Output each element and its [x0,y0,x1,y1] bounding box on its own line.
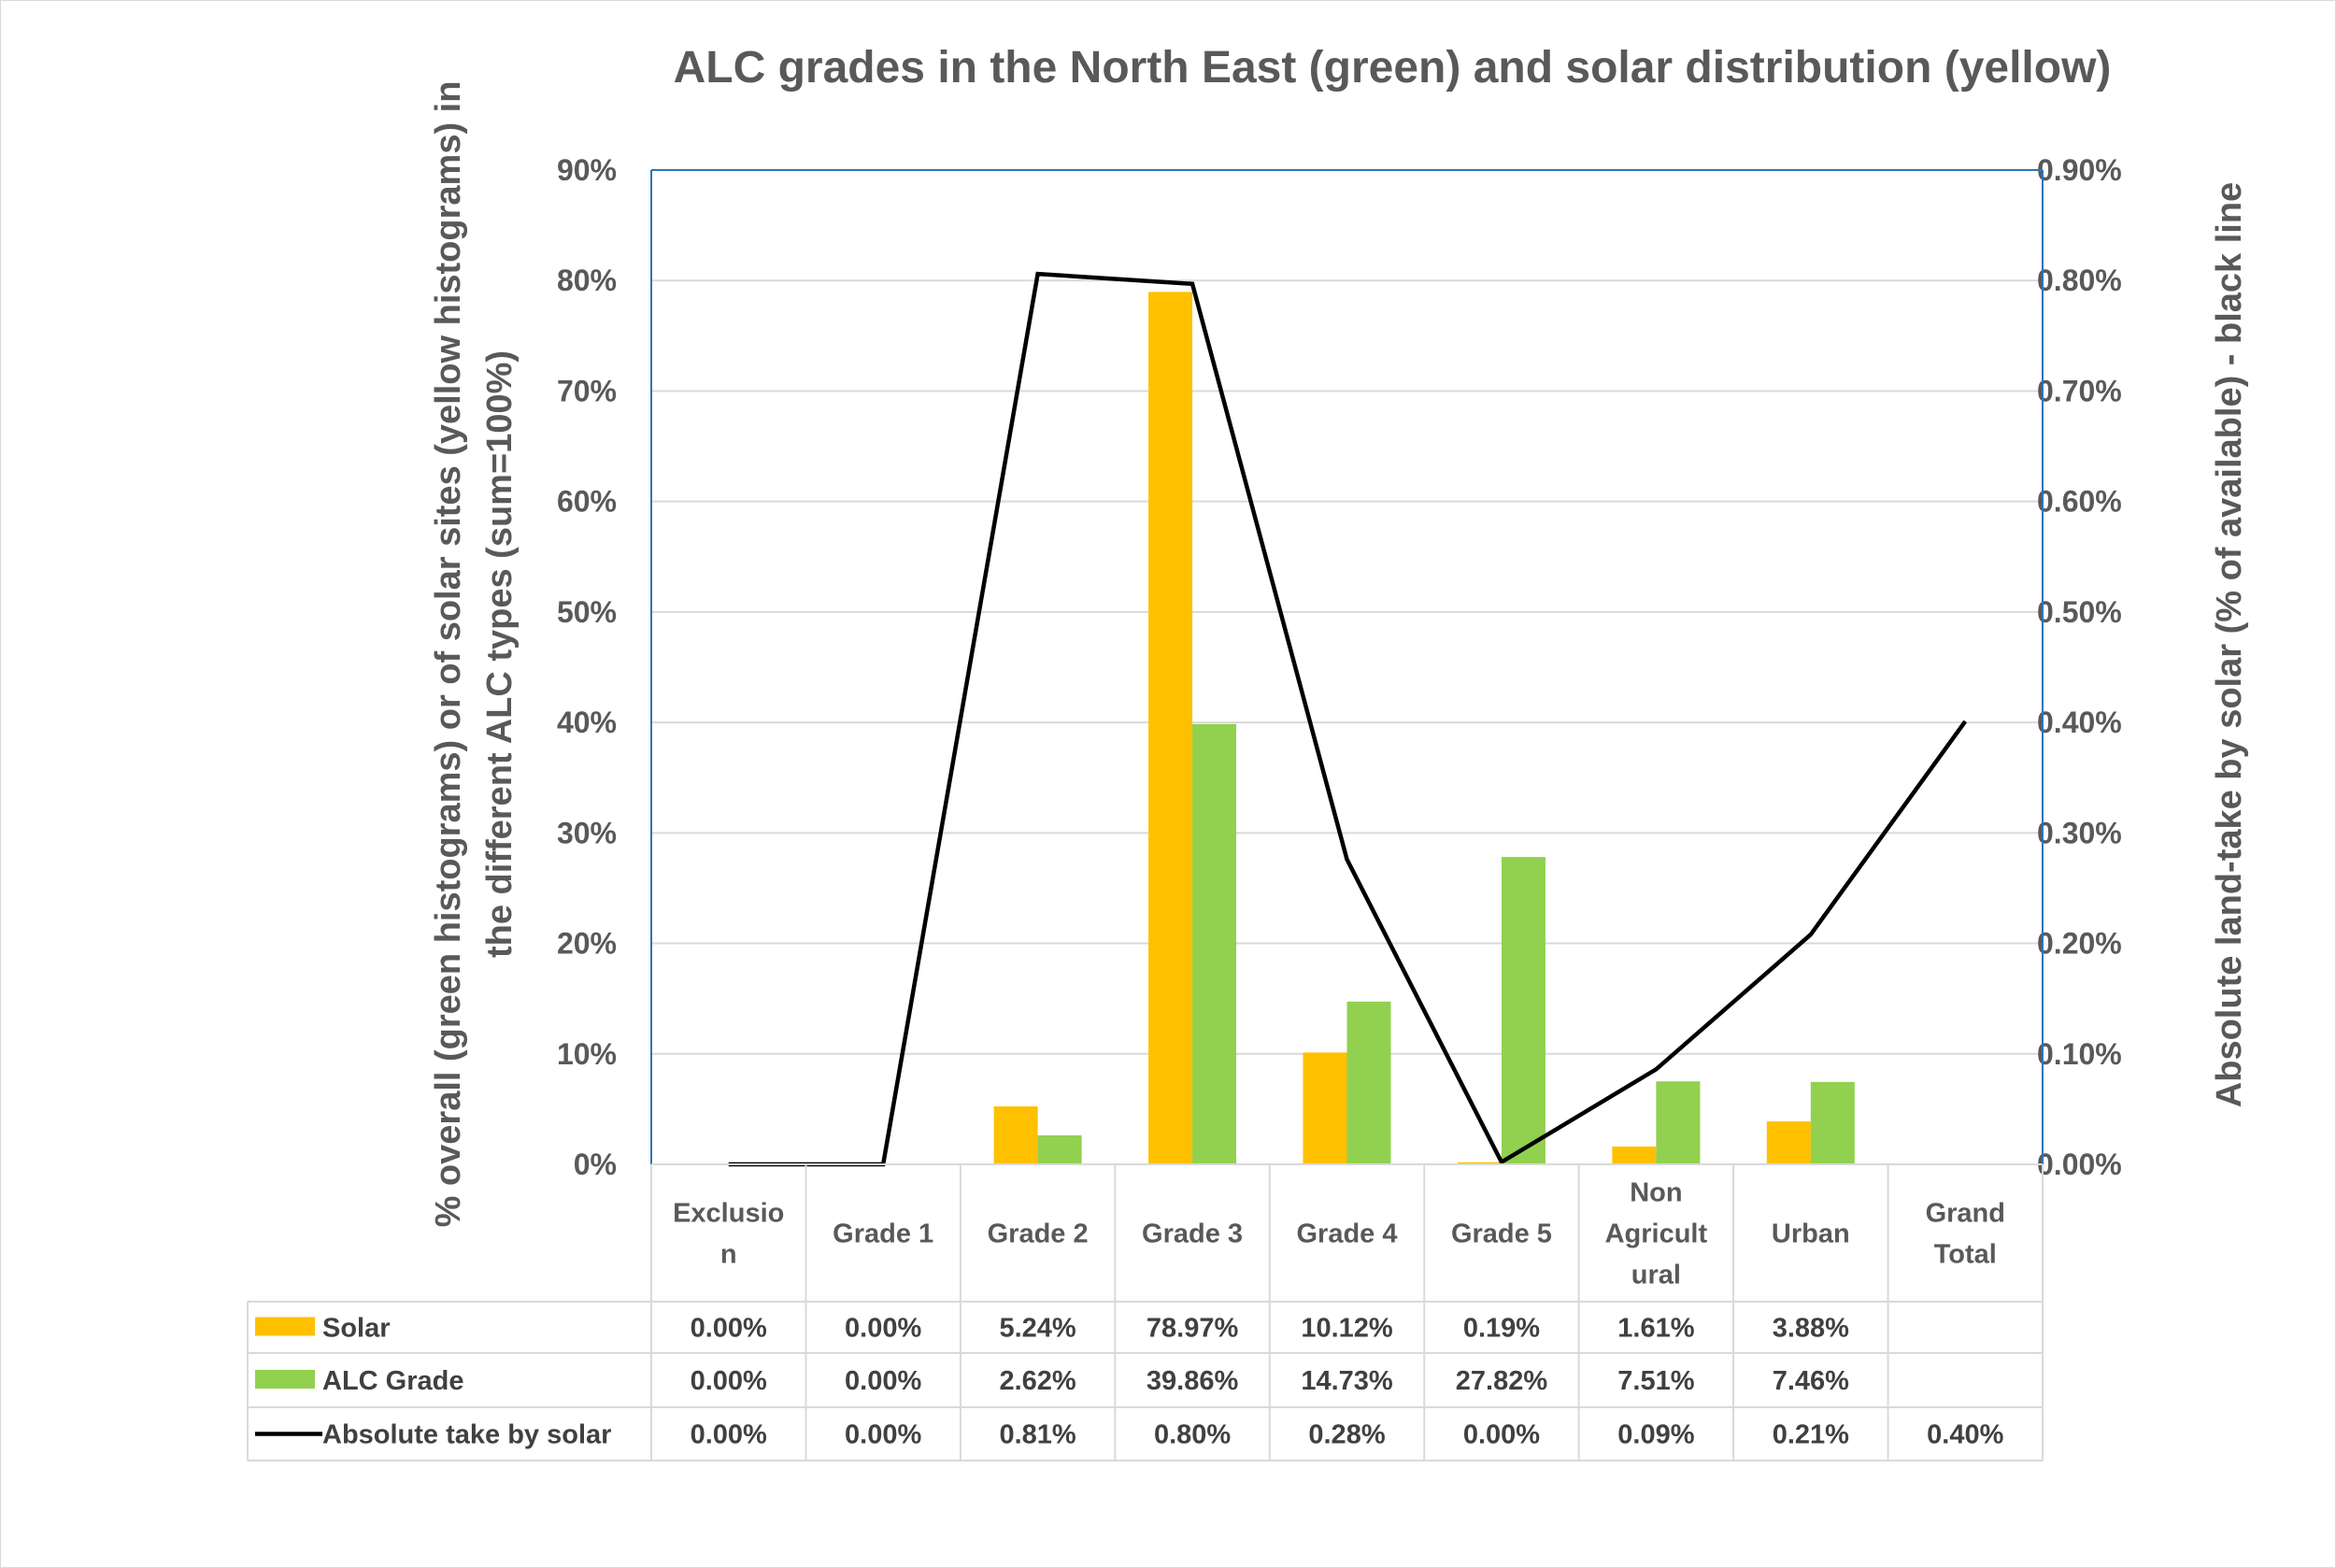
table-cell-value: 78.97% [1147,1314,1239,1344]
y-right-tick-label: 0.20% [2037,927,2122,961]
legend-key [255,1370,315,1389]
table-cell-value: 0.81% [999,1420,1075,1450]
y-right-axis-label: Absolute land-take by solar (% of availa… [2210,182,2249,1107]
series-alc-grade [1037,723,1855,1164]
table-cell-value: 0.40% [1927,1420,2003,1450]
table-cell-value: 0.19% [1463,1314,1540,1344]
bar [1501,857,1545,1164]
y-right-tick-label: 0.00% [2037,1147,2122,1181]
table-cell-value: 0.00% [845,1366,921,1396]
bar [993,1106,1038,1164]
table-cell-value: 27.82% [1456,1366,1548,1396]
y-right-tick-label: 0.30% [2037,816,2122,849]
bar [1810,1081,1855,1164]
legend-key [255,1317,315,1336]
series-solar [993,292,1811,1164]
x-category-label: Agricult [1605,1219,1708,1249]
y-right-tick-label: 0.50% [2037,595,2122,629]
x-category-label: Urban [1772,1219,1850,1249]
gridlines [651,279,2043,1055]
legend-label: ALC Grade [322,1366,463,1396]
y-right-tick-label: 0.90% [2037,153,2122,187]
bar [1346,1001,1391,1164]
y-right-tick-label: 0.80% [2037,264,2122,297]
data-table: Exclusio n Grade 1 Grade 2 Grade 3 Grade 4 Gra… [247,1163,2044,1461]
x-category-label: Grade 3 [1142,1219,1243,1249]
y-left-tick-label: 50% [557,595,617,629]
y-left-tick-label: 30% [557,816,617,849]
table-cell-value: 0.00% [1463,1420,1540,1450]
bar [1192,723,1237,1164]
x-category-label: n [720,1240,737,1270]
bar [1612,1146,1657,1164]
y-left-tick-label: 60% [557,485,617,519]
table-cell-value: 0.00% [691,1420,767,1450]
y-left-tick-label: 70% [557,374,617,407]
y-left-tick-label: 80% [557,264,617,297]
table-cell-value: 7.46% [1773,1366,1849,1396]
x-category-label: Grand [1926,1199,2005,1229]
table-cell-value: 0.00% [691,1366,767,1396]
y-left-tick-label: 90% [557,153,617,187]
x-category-label: Exclusio [673,1199,784,1229]
bar [1037,1135,1082,1164]
y-left-tick-label: 40% [557,706,617,739]
y-right-tick-label: 0.10% [2037,1037,2122,1071]
table-cell-value: 0.21% [1773,1420,1849,1450]
table-cell-value: 10.12% [1301,1314,1393,1344]
y-left-axis-label-line2: the different ALC types (sum=100%) [480,350,520,958]
x-category-label: Grade 1 [833,1219,933,1249]
bar [1656,1081,1701,1164]
x-category-label: ural [1631,1261,1681,1290]
table-cell-value: 5.24% [999,1314,1075,1344]
table-cell-value: 2.62% [999,1366,1075,1396]
bar [1148,292,1193,1164]
x-category-label: Grade 4 [1297,1219,1398,1249]
y-left-tick-label: 0% [574,1147,617,1181]
x-category-label: Grade 2 [988,1219,1089,1249]
bar [1457,1162,1502,1164]
table-cell-value: 3.88% [1773,1314,1849,1344]
y-left-tick-label: 20% [557,927,617,961]
y-left-axis-label-line1: % overall (green histograms) or of solar… [429,81,468,1228]
table-cell-value: 0.09% [1617,1420,1694,1450]
y-left-tick-label: 10% [557,1037,617,1071]
table-cell-value: 0.00% [691,1314,767,1344]
table-cell-value: 1.61% [1617,1314,1694,1344]
table-cell-value: 0.00% [845,1314,921,1344]
x-category-label: Non [1630,1178,1682,1208]
y-right-tick-label: 0.60% [2037,485,2122,519]
table-cell-value: 14.73% [1301,1366,1393,1396]
chart-title: ALC grades in the North East (green) and… [674,43,2112,93]
table-cell-value: 0.00% [845,1420,921,1450]
table-cell-value: 0.28% [1308,1420,1385,1450]
table-cell-value: 7.51% [1617,1366,1694,1396]
legend-label: Absolute take by solar [322,1420,611,1450]
legend-label: Solar [322,1314,391,1344]
bar [1303,1052,1347,1164]
table-cell-value: 39.86% [1147,1366,1239,1396]
bar [1766,1121,1811,1164]
y-right-tick-label: 0.70% [2037,374,2122,407]
y-right-tick-label: 0.40% [2037,706,2122,739]
table-cell-value: 0.80% [1154,1420,1231,1450]
x-category-label: Total [1934,1240,1997,1270]
x-category-label: Grade 5 [1451,1219,1552,1249]
